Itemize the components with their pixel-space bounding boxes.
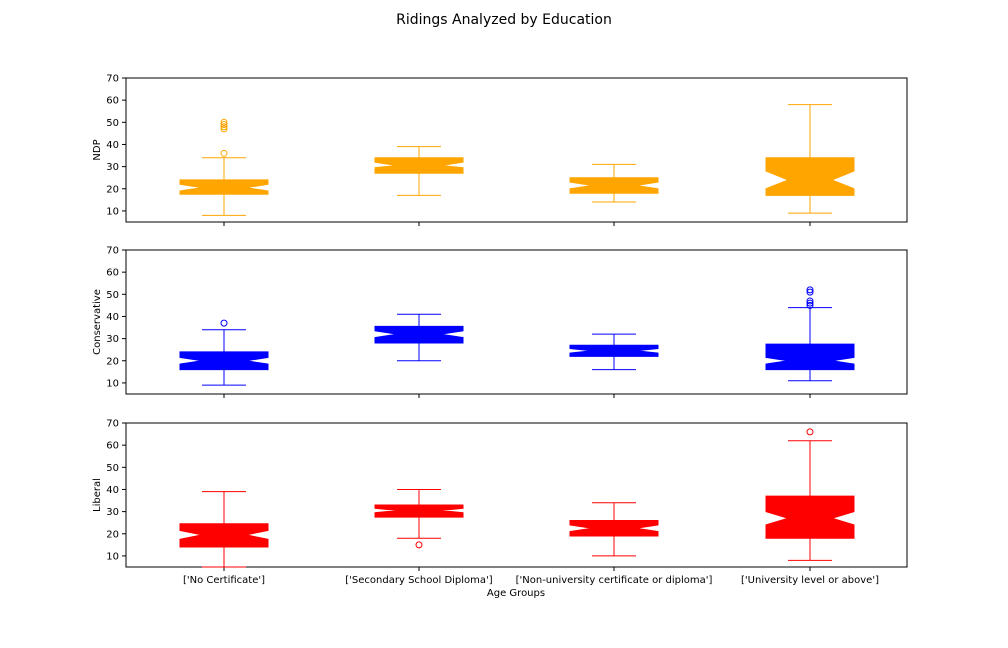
y-tick-label: 10: [106, 551, 119, 562]
outlier-point: [220, 125, 228, 133]
y-tick-label: 10: [106, 378, 119, 389]
plot-frame: [125, 77, 908, 223]
y-tick-label: 70: [106, 74, 119, 85]
box-body: [179, 523, 269, 548]
box-body: [765, 157, 855, 196]
outlier-point: [806, 286, 814, 294]
box-3: [569, 502, 659, 557]
y-tick-label: 50: [106, 118, 119, 129]
outlier-point: [220, 319, 228, 327]
plot-frame: [125, 422, 908, 568]
box-1: [179, 118, 269, 216]
y-axis-label: NDP: [92, 139, 103, 160]
y-tick-label: 40: [106, 312, 119, 323]
x-tick-label: ['Secondary School Diploma']: [345, 575, 493, 586]
outlier-point: [220, 149, 228, 157]
chart-title: Ridings Analyzed by Education: [396, 12, 612, 28]
subplot-ndp: 10 20 30 40 50 60 70 NDP: [92, 74, 908, 226]
y-tick-label: 50: [106, 463, 119, 474]
box-1: [179, 319, 269, 386]
outlier-point: [806, 288, 814, 296]
x-tick-label: ['University level or above']: [741, 575, 879, 586]
y-tick-label: 20: [106, 529, 119, 540]
y-tick-label: 60: [106, 96, 119, 107]
box-1: [179, 491, 269, 568]
y-axis-label: Conservative: [92, 289, 103, 355]
outlier-point: [220, 123, 228, 131]
outlier-point: [806, 299, 814, 307]
box-body: [179, 179, 269, 195]
y-tick-label: 30: [106, 334, 119, 345]
box-body: [374, 504, 464, 518]
box-body: [765, 343, 855, 371]
y-axis-label: Liberal: [92, 478, 103, 512]
outlier-point: [415, 541, 423, 549]
y-tick-label: 60: [106, 441, 119, 452]
y-tick-label: 70: [106, 419, 119, 430]
box-3: [569, 163, 659, 203]
outlier-point: [806, 301, 814, 309]
outlier-point: [806, 428, 814, 436]
y-tick-label: 40: [106, 140, 119, 151]
box-2: [374, 146, 464, 196]
box-2: [374, 313, 464, 362]
subplot-liberal: 10 20 30 40 50 60 70 Liberal ['No Certificate'] […: [92, 419, 908, 586]
box-2: [374, 488, 464, 549]
outlier-point: [220, 118, 228, 126]
y-tick-label: 30: [106, 507, 119, 518]
box-3: [569, 333, 659, 371]
box-4: [765, 104, 855, 214]
outlier-point: [806, 297, 814, 305]
y-tick-label: 70: [106, 246, 119, 257]
box-4: [765, 428, 855, 561]
y-tick-label: 30: [106, 162, 119, 173]
plot-frame: [125, 249, 908, 395]
y-tick-label: 50: [106, 290, 119, 301]
y-tick-label: 40: [106, 485, 119, 496]
box-4: [765, 286, 855, 382]
y-tick-label: 20: [106, 184, 119, 195]
box-body: [374, 325, 464, 344]
x-axis-label: Age Groups: [487, 588, 545, 599]
y-tick-label: 20: [106, 356, 119, 367]
box-body: [765, 495, 855, 539]
x-tick-label: ['No Certificate']: [183, 575, 265, 586]
subplots: 10 20 30 40 50 60 70 NDP 10 20 30 40 50 60 70 Conservat…: [92, 74, 908, 586]
x-tick-label: ['Non-university certificate or diploma'…: [516, 575, 713, 586]
y-tick-label: 60: [106, 268, 119, 279]
y-tick-label: 10: [106, 206, 119, 217]
outlier-point: [220, 121, 228, 129]
subplot-conservative: 10 20 30 40 50 60 70 Conservative: [92, 246, 908, 398]
